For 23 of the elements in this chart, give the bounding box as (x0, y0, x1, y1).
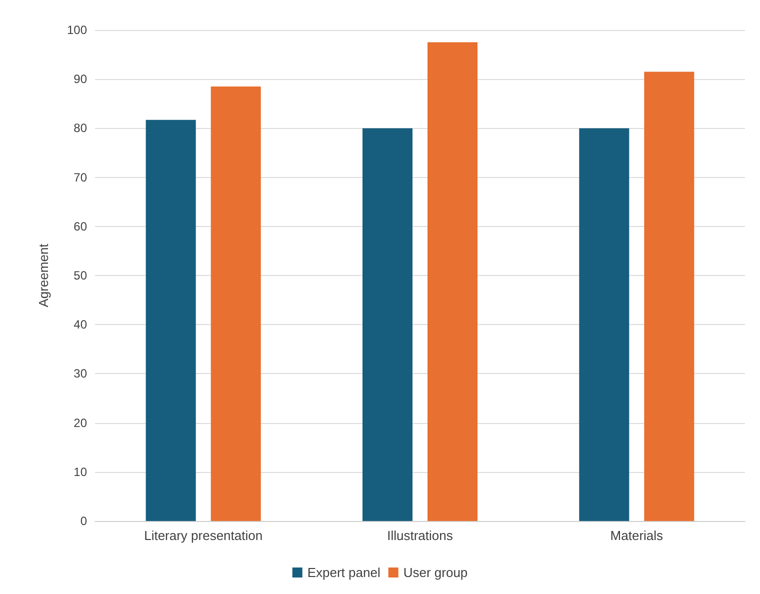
y-tick-label: 60 (74, 219, 88, 234)
y-tick-label: 80 (74, 121, 88, 136)
y-tick-label: 30 (74, 366, 88, 381)
legend-label: Expert panel (307, 565, 380, 580)
bar (644, 72, 694, 521)
y-tick-label: 40 (74, 318, 88, 332)
bar (428, 42, 478, 521)
x-tick-label: Illustrations (387, 528, 454, 543)
bar (210, 86, 261, 521)
y-tick-label: 0 (80, 514, 88, 528)
y-tick-label: 70 (74, 170, 88, 184)
y-tick-label: 20 (74, 416, 88, 430)
y-tick-label: 10 (74, 464, 88, 479)
y-axis-title: Agreement (36, 243, 51, 308)
x-tick-label: Materials (610, 528, 664, 543)
bar (579, 128, 630, 521)
bar (362, 128, 412, 521)
y-tick-label: 50 (74, 268, 88, 282)
x-tick-label: Literary presentation (144, 528, 263, 543)
bar (146, 120, 196, 521)
y-tick-label: 90 (74, 72, 88, 86)
legend-label: User group (403, 565, 468, 580)
y-tick-label: 100 (66, 23, 88, 37)
